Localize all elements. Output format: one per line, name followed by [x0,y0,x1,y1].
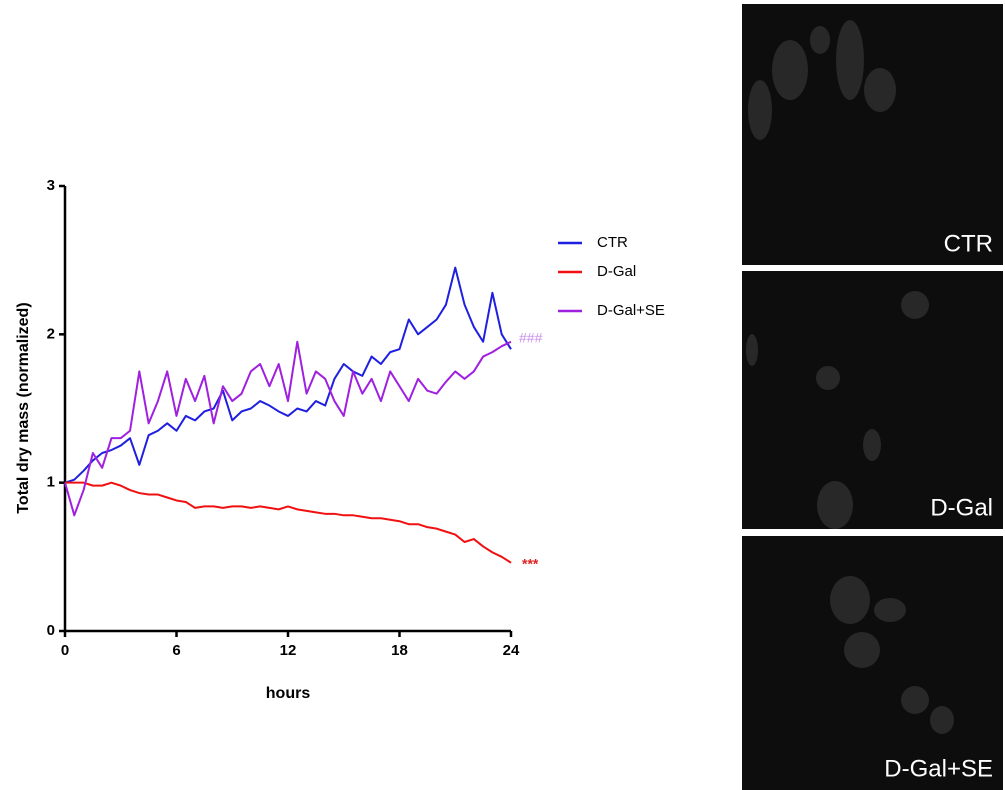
cell [746,334,758,366]
data-line [64,266,512,484]
cell [836,20,864,100]
cell [810,26,830,54]
x-tick-label: 12 [280,642,297,659]
cell [901,291,929,319]
cell [772,40,808,100]
legend-label: D-Gal [597,263,636,280]
microscopy-image [742,4,1003,265]
legend-label: CTR [597,234,628,251]
y-tick-label: 3 [47,177,55,194]
y-axis-label: Total dry mass (normalized) [15,302,32,513]
cell [863,429,881,461]
cell [844,632,880,668]
data-line [65,481,512,564]
cell [901,686,929,714]
cell [930,706,954,734]
cell [864,68,896,112]
panel-label: D-Gal+SE [884,755,993,782]
annotation: ### [519,330,543,346]
panel-label: CTR [944,230,993,257]
y-tick-label: 0 [47,622,55,639]
cell [748,80,772,140]
x-tick-label: 0 [61,642,69,659]
legend-label: D-Gal+SE [597,302,665,319]
microscopy-image [742,271,1003,529]
data-line [64,340,512,517]
cell [816,366,840,390]
x-tick-label: 18 [391,642,408,659]
cell [874,598,906,622]
cell [817,481,853,529]
x-tick-label: 24 [503,642,520,659]
annotation: *** [522,556,539,572]
x-tick-label: 6 [172,642,180,659]
y-tick-label: 1 [47,474,55,491]
y-tick-label: 2 [47,325,55,342]
x-axis-label: hours [266,685,311,702]
panel-label: D-Gal [930,494,993,521]
cell [830,576,870,624]
